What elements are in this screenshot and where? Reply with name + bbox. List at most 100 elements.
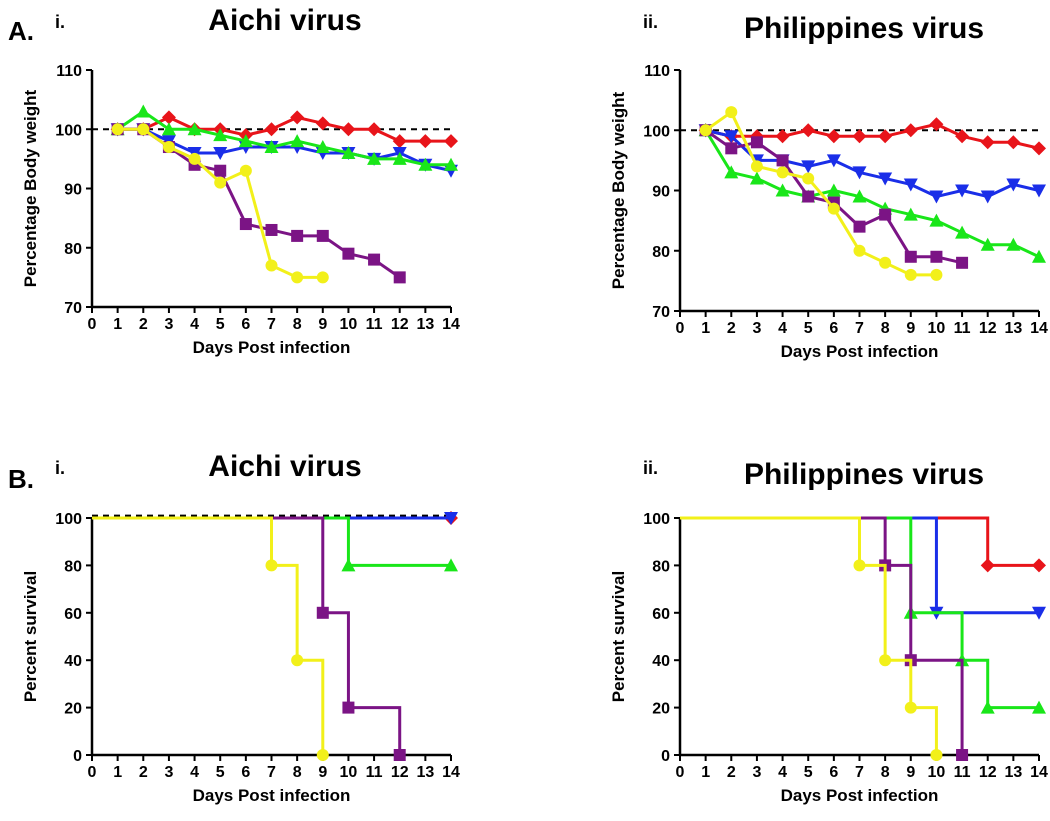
data-point-purple [342,247,355,260]
x-axis-label: Days Post infection [781,786,939,805]
data-point-purple [265,223,278,236]
y-tick-label: 80 [64,558,82,575]
y-tick-label: 100 [643,123,670,140]
event-marker-purple [316,606,329,619]
data-point-green [980,237,995,251]
y-tick-label: 40 [64,653,82,670]
x-tick-label: 2 [727,320,736,337]
data-point-green [238,134,253,148]
data-point-yellow [827,202,840,215]
chart-title: Philippines virus [744,458,984,491]
x-tick-label: 1 [113,316,122,333]
x-tick-label: 2 [139,316,148,333]
data-point-purple [393,271,406,284]
data-point-green [392,151,407,165]
data-point-red [775,129,790,144]
y-tick-label: 20 [652,701,670,718]
x-tick-label: 5 [216,764,225,781]
data-point-red [315,116,330,131]
series-green [698,123,1046,263]
series-yellow [111,123,329,284]
data-point-purple [725,142,738,155]
x-tick-label: 13 [416,764,434,781]
data-point-green [161,122,176,136]
x-tick-label: 0 [676,764,685,781]
x-tick-label: 3 [752,320,761,337]
series-step-purple [680,516,964,755]
x-tick-label: 6 [829,764,838,781]
y-tick-label: 60 [64,606,82,623]
data-point-red [826,129,841,144]
x-tick-label: 12 [391,316,409,333]
series-step-yellow [680,516,938,755]
data-point-yellow [265,259,278,272]
x-tick-label: 0 [88,764,97,781]
data-point-yellow [776,166,789,179]
event-marker-yellow [316,749,329,761]
data-point-purple [930,250,943,263]
series-line-yellow [704,110,937,277]
chart-title: Philippines virus [744,12,984,45]
x-tick-label: 14 [1030,764,1048,781]
x-tick-label: 14 [442,316,460,333]
x-tick-label: 12 [979,320,997,337]
data-point-yellow [930,268,943,281]
data-point-green [264,140,279,154]
x-tick-label: 13 [416,316,434,333]
x-tick-label: 7 [855,764,864,781]
data-point-red [392,134,407,149]
data-point-green [826,183,841,197]
y-tick-label: 100 [55,122,82,139]
x-tick-label: 4 [190,316,199,333]
data-point-green [1006,237,1021,251]
x-tick-label: 11 [366,764,383,781]
chart-title: Aichi virus [208,450,361,483]
x-tick-label: 11 [954,320,971,337]
data-point-green [444,157,458,171]
x-tick-label: 13 [1004,764,1022,781]
data-point-purple [316,229,329,242]
x-tick-label: 3 [752,764,761,781]
panel-b-letter: B. [8,464,34,494]
x-tick-label: 11 [366,316,383,333]
data-point-blue [878,172,893,186]
x-tick-label: 5 [804,764,813,781]
data-point-yellow [162,141,175,154]
x-tick-label: 10 [928,764,946,781]
x-tick-label: 8 [881,320,890,337]
x-tick-label: 9 [318,764,327,781]
data-point-purple [853,220,866,233]
chart-sublabel: i. [55,458,65,478]
data-point-yellow [750,160,763,173]
data-point-yellow [111,123,124,136]
x-tick-label: 0 [676,320,685,337]
x-axis-label: Days Post infection [781,342,939,361]
x-tick-label: 1 [113,764,122,781]
data-point-yellow [725,106,738,119]
data-point-green [418,157,433,171]
data-point-purple [214,164,227,177]
x-tick-label: 0 [88,316,97,333]
data-point-green [749,171,764,185]
y-axis-label: Percent survival [609,571,628,702]
data-point-red [929,117,944,132]
data-point-purple [879,208,892,221]
series-yellow [92,516,329,761]
series-purple [680,516,969,761]
data-point-green [187,122,202,136]
x-tick-label: 13 [1004,320,1022,337]
data-point-yellow [239,164,252,177]
series-yellow [680,516,943,761]
series-line-green [116,109,451,167]
chart-sublabel: ii. [643,458,658,478]
x-tick-label: 4 [778,320,787,337]
x-tick-label: 1 [701,764,710,781]
y-tick-label: 110 [56,63,82,80]
event-marker-purple [393,749,406,761]
data-point-red [980,135,995,150]
data-point-purple [956,256,969,269]
y-tick-label: 80 [652,244,670,261]
event-marker-yellow [930,749,943,761]
